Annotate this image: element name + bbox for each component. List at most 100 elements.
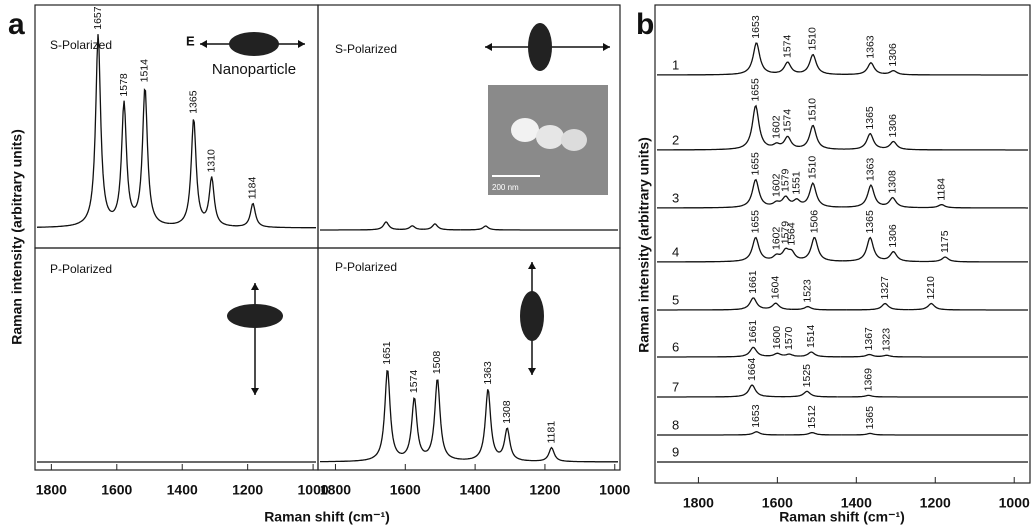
series-name: 2 [672, 132, 679, 147]
spectrum-peak [842, 236, 882, 262]
spectrum-peak [841, 132, 883, 150]
y-axis-label: Raman intensity (arbitrary units) [9, 129, 25, 345]
peak-label: 1310 [205, 149, 217, 173]
spectrum-peak [110, 100, 135, 213]
subplot-title: S-Polarized [50, 38, 112, 52]
series-name: 1 [672, 57, 679, 72]
annotation: E [186, 33, 195, 48]
x-tick-label: 1400 [167, 482, 198, 498]
peak-label: 1664 [746, 357, 758, 381]
x-axis-label: Raman shift (cm⁻¹) [264, 509, 390, 525]
spectrum-peak [788, 248, 803, 259]
peak-label: 1655 [749, 210, 761, 234]
spectrum-peak [784, 431, 842, 436]
peak-label: 1369 [862, 368, 874, 392]
spectrum-peak [765, 352, 784, 357]
y-axis-label: Raman intensity (arbitrary units) [636, 137, 652, 353]
x-tick-label: 1200 [232, 482, 263, 498]
x-tick-label: 1400 [460, 482, 491, 498]
peak-label: 1363 [865, 35, 877, 59]
peak-label: 1512 [806, 405, 818, 429]
peak-label: 1578 [118, 73, 130, 97]
arrow-head [251, 283, 259, 290]
series-name: 4 [672, 244, 679, 259]
peak-label: 1175 [939, 230, 951, 253]
subplot-title: S-Polarized [335, 42, 397, 56]
series-name: 9 [672, 444, 679, 459]
peak-label: 1661 [747, 320, 759, 344]
spectrum-peak [657, 384, 780, 398]
peak-label: 1363 [865, 158, 877, 182]
spectrum-peak [800, 124, 842, 150]
series-name: 3 [672, 190, 679, 205]
particle [520, 291, 544, 341]
spectrum-peak [765, 200, 782, 205]
x-tick-label: 1800 [320, 482, 351, 498]
annotation: Nanoparticle [212, 61, 296, 78]
afm-blob [561, 129, 587, 151]
spectrum-peak [400, 397, 426, 455]
spectrum-peak [771, 61, 801, 73]
plot-frame [317, 247, 621, 471]
subplot-title: P-Polarized [335, 260, 397, 274]
spectrum-peak [781, 135, 801, 148]
spectrum-peak [800, 53, 842, 75]
spectrum-peak [425, 379, 463, 460]
peak-label: 1604 [770, 276, 782, 300]
spectrum-peak [881, 251, 920, 263]
peak-label: 1510 [807, 27, 819, 51]
peak-label: 1661 [747, 270, 759, 294]
panel-label: b [636, 8, 654, 41]
peak-label: 1365 [864, 106, 876, 130]
peak-label: 1655 [749, 152, 761, 176]
plot-frame [654, 4, 1031, 484]
spectrum-peak [779, 390, 838, 398]
peak-label: 1564 [785, 222, 797, 246]
peak-label: 1181 [545, 421, 557, 444]
peak-label: 1510 [807, 156, 819, 180]
peak-label: 1510 [807, 98, 819, 122]
plot-frame [34, 247, 319, 471]
spectrum-peak [804, 181, 842, 208]
spectrum-peak [497, 427, 530, 462]
series-name: 5 [672, 292, 679, 307]
peak-label: 1602 [770, 226, 782, 250]
peak-label: 1210 [925, 276, 937, 300]
peak-label: 1365 [864, 210, 876, 234]
peak-label: 1367 [863, 327, 875, 351]
arrow-head [200, 40, 207, 48]
particle [227, 304, 283, 328]
peak-label: 1306 [887, 43, 899, 67]
spectrum-peak [399, 225, 424, 230]
x-tick-label: 1800 [683, 495, 714, 511]
peak-label: 1514 [805, 325, 817, 349]
peak-label: 1653 [750, 15, 762, 39]
x-tick-label: 1600 [101, 482, 132, 498]
peak-label: 1365 [187, 90, 199, 114]
spectrum-peak [462, 389, 499, 460]
series-name: 6 [672, 339, 679, 354]
spectrum-peak [881, 140, 1028, 151]
spectrum-peak [841, 61, 883, 75]
spectrum-peak [134, 88, 170, 225]
spectrum-peak [841, 184, 883, 208]
peak-label: 1184 [247, 177, 259, 200]
spectrum-peak [460, 225, 618, 231]
arrow-head [603, 43, 610, 51]
arrow-head [251, 388, 259, 395]
peak-label: 1653 [750, 404, 762, 428]
peak-label: 1651 [381, 341, 393, 365]
spectrum-peak [800, 351, 841, 358]
spectrum-peak [882, 69, 1028, 76]
peak-label: 1525 [801, 364, 813, 388]
series-name: 7 [672, 379, 679, 394]
spectrum-peak [783, 353, 801, 357]
x-tick-label: 1000 [298, 482, 329, 498]
spectrum-peak [791, 198, 806, 203]
spectrum-peak [657, 104, 767, 151]
peak-label: 1506 [808, 210, 820, 234]
spectrum-peak [657, 431, 785, 436]
x-tick-label: 1600 [762, 495, 793, 511]
peak-label: 1184 [935, 178, 947, 201]
peak-label: 1574 [781, 34, 793, 58]
